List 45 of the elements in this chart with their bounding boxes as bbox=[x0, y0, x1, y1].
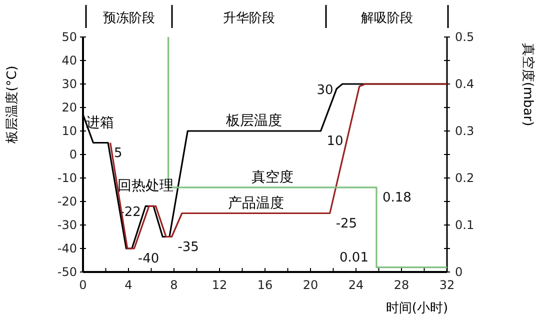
series-label: 板层温度 bbox=[225, 113, 282, 129]
series-label: 真空度 bbox=[251, 169, 294, 186]
data-label: -35 bbox=[178, 240, 199, 255]
y2-tick-label: 0.1 bbox=[455, 218, 474, 232]
x-tick-label: 32 bbox=[439, 278, 455, 292]
x-tick-label: 20 bbox=[302, 278, 318, 292]
y-tick-label: -50 bbox=[57, 265, 77, 279]
y-tick-label: 10 bbox=[62, 124, 77, 138]
x-tick-label: 12 bbox=[212, 278, 228, 292]
y2-tick-label: 0 bbox=[455, 265, 463, 279]
y-tick-label: -40 bbox=[57, 242, 77, 256]
text: 升华阶段 bbox=[223, 11, 275, 26]
data-label: 10 bbox=[326, 134, 344, 149]
y-tick-label: 20 bbox=[62, 100, 77, 114]
y-tick-label: -30 bbox=[57, 218, 77, 232]
data-label: 30 bbox=[316, 83, 334, 98]
x-tick-label: 4 bbox=[124, 278, 132, 292]
y-tick-label: -10 bbox=[57, 171, 77, 185]
y2-tick-label: 0.3 bbox=[455, 124, 474, 138]
annotation: 回热处理 bbox=[118, 178, 174, 194]
text: 预冻阶段 bbox=[103, 11, 155, 26]
y-tick-label: -20 bbox=[57, 194, 77, 208]
y-tick-label: 40 bbox=[62, 54, 77, 68]
data-label: 5 bbox=[114, 146, 122, 161]
x-tick-label: 28 bbox=[394, 278, 410, 292]
data-label: -25 bbox=[336, 216, 358, 232]
data-label: 0.01 bbox=[340, 250, 368, 266]
y-axis-title: 板层温度(°C) bbox=[4, 66, 20, 144]
text: 解吸阶段 bbox=[361, 11, 413, 26]
x-tick-label: 8 bbox=[170, 278, 178, 292]
annotation: 进箱 bbox=[86, 114, 114, 131]
y2-tick-label: 0.5 bbox=[455, 30, 474, 44]
y2-tick-label: 0.2 bbox=[455, 171, 474, 185]
x-axis-title: 时间(小时) bbox=[386, 301, 448, 316]
y2-tick-label: 0.4 bbox=[455, 77, 474, 91]
x-tick-label: 24 bbox=[348, 278, 364, 292]
x-tick-label: 16 bbox=[257, 278, 273, 292]
y2-axis-title: 真空度(mbar) bbox=[520, 42, 536, 126]
data-label: 0.18 bbox=[382, 190, 412, 206]
data-label: -40 bbox=[138, 252, 160, 266]
series-label: 产品温度 bbox=[228, 195, 284, 212]
x-tick-label: 0 bbox=[79, 278, 87, 292]
y-tick-label: 50 bbox=[62, 30, 77, 44]
y-tick-label: 30 bbox=[62, 77, 77, 91]
y-tick-label: 0 bbox=[69, 148, 77, 162]
